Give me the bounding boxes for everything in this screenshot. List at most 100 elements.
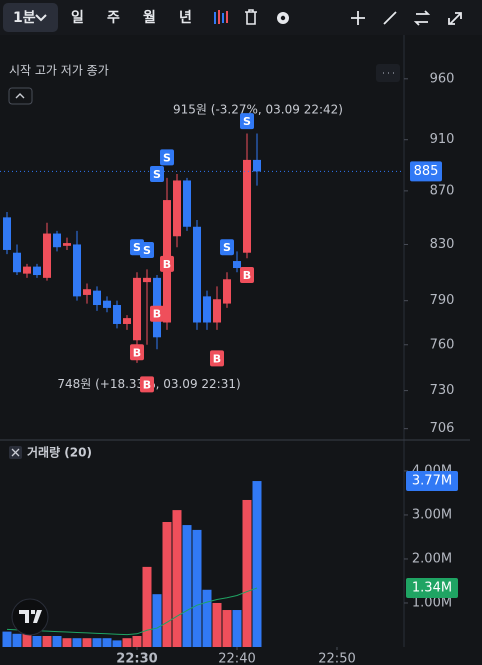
- trade-marker-label: B: [133, 346, 141, 359]
- trade-marker-label: B: [153, 308, 161, 321]
- ohlc-header: 시작 고가 저가 종가: [9, 64, 109, 78]
- candle-body: [93, 290, 101, 306]
- candle-body: [243, 159, 251, 253]
- volume-bar: [182, 525, 192, 647]
- toolbar: [0, 0, 482, 35]
- volume-bar: [42, 635, 52, 647]
- volume-bar: [92, 638, 102, 647]
- period-year[interactable]: 년: [179, 10, 192, 26]
- trade-marker-label: B: [143, 378, 151, 391]
- volume-value-tag: 3.77M: [412, 474, 452, 489]
- y-tick-label: 830: [430, 237, 455, 252]
- close-icon: [11, 448, 20, 457]
- volume-bar: [162, 521, 172, 647]
- trade-marker: [160, 149, 174, 166]
- y-tick-label: 790: [430, 293, 455, 308]
- tradingview-logo: [11, 598, 49, 636]
- trade-marker-label: S: [143, 244, 151, 257]
- chevron-down: [35, 14, 47, 22]
- volume-bar: [242, 499, 252, 647]
- plot-area: [0, 133, 404, 647]
- candle-body: [203, 296, 211, 323]
- trade-marker: [210, 350, 224, 367]
- period-day[interactable]: 일: [71, 10, 84, 26]
- candle-body: [53, 233, 61, 248]
- x-tick-label: 22:40: [218, 652, 255, 665]
- candle-body: [103, 300, 111, 308]
- volume-bar: [142, 566, 152, 647]
- interval-button[interactable]: [3, 3, 58, 32]
- compare-icon[interactable]: [413, 10, 431, 26]
- y-tick-label: 3.00M: [412, 507, 452, 522]
- volume-bar: [152, 594, 162, 647]
- trade-marker-label: S: [223, 241, 231, 254]
- volume-bar: [112, 640, 122, 647]
- last-price-tag-bg: [410, 161, 442, 182]
- candle-body: [213, 299, 221, 323]
- trade-marker: [140, 241, 154, 258]
- chevron-up: [15, 93, 25, 99]
- candle-body: [113, 305, 121, 324]
- y-tick-label: 870: [430, 183, 455, 198]
- volume-value-tag: 1.34M: [412, 581, 452, 596]
- volume-bar: [62, 638, 72, 647]
- volume-bar: [122, 638, 132, 647]
- last-price-tag: 885: [414, 164, 439, 179]
- candle-body: [33, 266, 41, 276]
- candle-body: [223, 279, 231, 304]
- volume-value-tag-bg: [406, 578, 458, 599]
- trade-marker: [130, 344, 144, 361]
- add-icon[interactable]: [351, 11, 365, 25]
- candle-body: [183, 180, 191, 227]
- y-tick-label: 910: [430, 132, 455, 147]
- fullscreen-icon[interactable]: [448, 12, 462, 25]
- candle-body: [83, 289, 91, 295]
- volume-bar: [202, 589, 212, 647]
- trade-marker: [220, 239, 234, 256]
- candle-body: [3, 217, 11, 250]
- candle-body: [13, 252, 21, 273]
- y-tick-label: 760: [430, 337, 455, 352]
- period-week[interactable]: 주: [107, 10, 120, 26]
- trade-marker-label: S: [153, 168, 161, 181]
- candle-body: [133, 277, 141, 341]
- trade-marker-label: S: [133, 241, 141, 254]
- trade-marker: [150, 165, 164, 182]
- trade-marker: [240, 267, 254, 284]
- candle-body: [23, 266, 31, 274]
- volume-bar: [32, 635, 42, 647]
- y-tick-label: 706: [430, 421, 455, 436]
- y-tick-label: 1.00M: [412, 595, 452, 610]
- interval-label[interactable]: 1분: [13, 10, 36, 26]
- volume-value-tag-bg: [406, 471, 458, 492]
- y-tick-label: 730: [430, 383, 455, 398]
- volume-legend: 거래량 (20): [27, 445, 92, 460]
- trade-marker: [160, 255, 174, 272]
- volume-bar: [222, 610, 232, 647]
- volume-bar: [12, 633, 22, 647]
- period-month[interactable]: 월: [143, 9, 156, 26]
- volume-bar: [82, 638, 92, 647]
- candle-body: [123, 318, 131, 324]
- volume-bar: [252, 481, 262, 647]
- volume-bar: [102, 638, 112, 647]
- volume-bar: [2, 631, 12, 647]
- trade-marker-label: S: [243, 115, 251, 128]
- settings-icon[interactable]: [277, 12, 289, 24]
- trash-icon[interactable]: [245, 9, 257, 25]
- volume-bar: [52, 635, 62, 647]
- x-tick-label: 22:30: [116, 652, 157, 665]
- trade-marker: [150, 305, 164, 322]
- volume-bar: [72, 638, 82, 647]
- volume-bar: [232, 610, 242, 647]
- x-tick-label: 22:50: [318, 652, 355, 665]
- collapse-button[interactable]: [8, 87, 33, 105]
- candle-body: [143, 277, 151, 283]
- volume-bar: [212, 602, 222, 647]
- indicator-icon[interactable]: [214, 10, 228, 24]
- volume-bar: [22, 633, 32, 647]
- draw-icon[interactable]: [383, 11, 397, 25]
- candle-body: [43, 233, 51, 278]
- candle-body: [73, 244, 81, 297]
